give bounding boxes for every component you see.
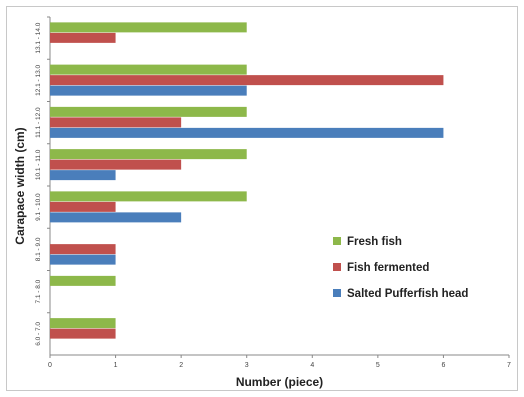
bar-salted-pufferfish-head	[50, 170, 116, 181]
y-tick-label: 12.1 - 13.0	[35, 64, 42, 95]
bar-fresh-fish	[50, 106, 247, 117]
legend-swatch	[333, 263, 341, 271]
bar-fish-fermented	[50, 75, 444, 86]
y-tick-label: 10.1 - 11.0	[35, 149, 42, 180]
bar-fresh-fish	[50, 149, 247, 160]
bars	[50, 22, 444, 339]
bar-fresh-fish	[50, 318, 116, 329]
x-tick-label: 0	[48, 362, 52, 369]
bar-salted-pufferfish-head	[50, 254, 116, 265]
bar-fresh-fish	[50, 22, 247, 33]
y-axis: 6.0 - 7.0 7.1 - 8.0 8.1 - 9.0 9.1 - 10.0 10.…	[35, 16, 51, 355]
x-tick-label: 5	[376, 362, 380, 369]
chart-frame: 6.0 - 7.0 7.1 - 8.0 8.1 - 9.0 9.1 - 10.0 10.…	[6, 6, 518, 391]
y-tick-label: 9.1 - 10.0	[35, 193, 42, 221]
x-tick-label: 7	[507, 362, 511, 369]
bar-fish-fermented	[50, 32, 116, 43]
x-tick-label: 3	[245, 362, 249, 369]
y-tick-label: 7.1 - 8.0	[35, 279, 42, 303]
legend-label: Salted Pufferfish head	[347, 288, 468, 300]
legend-label: Fish fermented	[347, 262, 429, 274]
bar-fish-fermented	[50, 201, 116, 212]
x-tick-label: 4	[310, 362, 314, 369]
legend-swatch	[333, 289, 341, 297]
x-axis: 0 1 2 3 4 5 6 7	[48, 354, 511, 369]
legend-label: Fresh fish	[347, 236, 402, 248]
y-tick-label: 11.1 - 12.0	[35, 107, 42, 138]
y-tick-label: 13.1 - 14.0	[35, 22, 42, 53]
x-tick-label: 2	[179, 362, 183, 369]
bar-salted-pufferfish-head	[50, 212, 182, 223]
bar-fish-fermented	[50, 159, 182, 170]
bar-fresh-fish	[50, 191, 247, 202]
x-tick-label: 6	[441, 362, 445, 369]
y-axis-title: Carapace width (cm)	[13, 127, 27, 244]
x-tick-label: 1	[114, 362, 118, 369]
bar-fish-fermented	[50, 117, 182, 128]
bar-fish-fermented	[50, 328, 116, 339]
bar-fresh-fish	[50, 64, 247, 75]
bar-chart: 6.0 - 7.0 7.1 - 8.0 8.1 - 9.0 9.1 - 10.0 10.…	[13, 16, 511, 389]
y-tick-label: 6.0 - 7.0	[35, 322, 42, 346]
bar-salted-pufferfish-head	[50, 85, 247, 96]
legend-swatch	[333, 237, 341, 245]
bar-salted-pufferfish-head	[50, 127, 444, 138]
bar-fish-fermented	[50, 244, 116, 255]
legend: Fresh fish Fish fermented Salted Pufferfis…	[333, 236, 468, 300]
bar-fresh-fish	[50, 275, 116, 286]
x-axis-title: Number (piece)	[236, 375, 323, 389]
y-tick-label: 8.1 - 9.0	[35, 237, 42, 261]
